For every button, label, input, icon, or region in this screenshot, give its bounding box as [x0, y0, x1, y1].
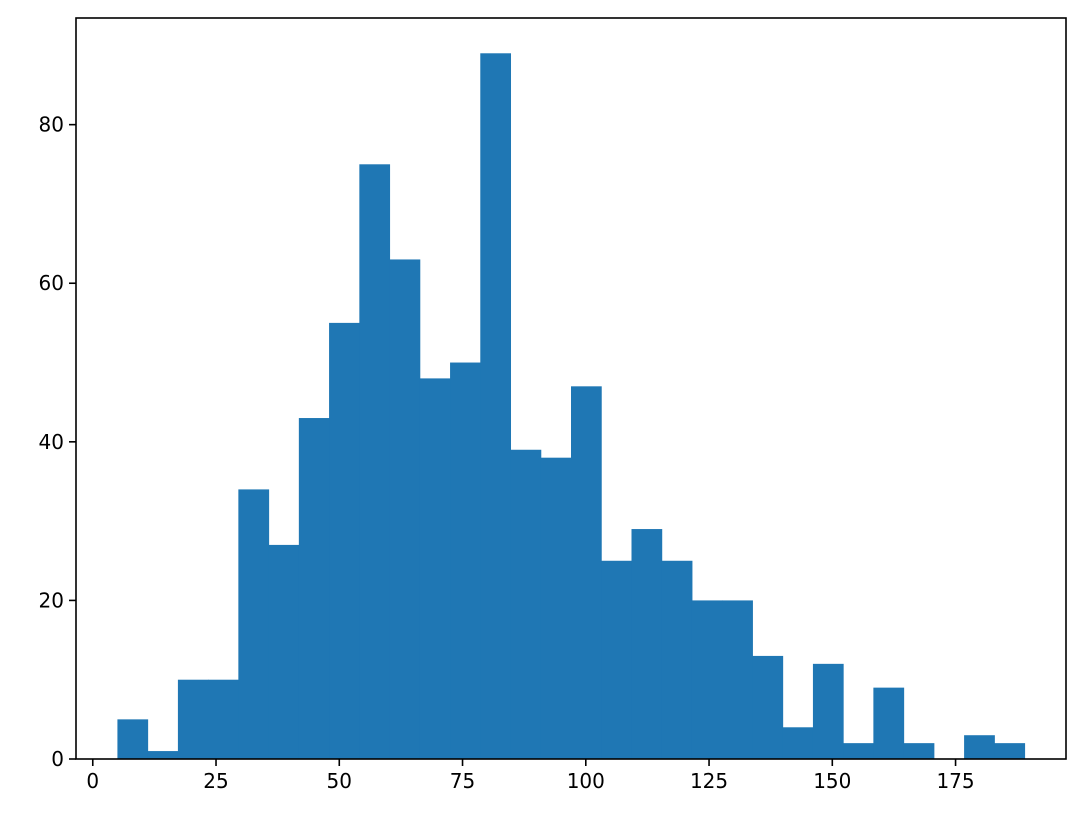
- histogram-bar: [752, 655, 784, 759]
- histogram-bar: [631, 529, 663, 759]
- histogram-bar: [540, 457, 572, 759]
- histogram-bar: [964, 735, 995, 759]
- x-tick-label: 50: [327, 769, 352, 793]
- histogram-bar: [450, 362, 481, 759]
- x-tick-label: 150: [813, 769, 851, 793]
- histogram-bar: [722, 600, 753, 759]
- histogram-bar: [691, 600, 723, 759]
- histogram-bar: [359, 164, 391, 760]
- y-tick-label: 60: [39, 271, 64, 295]
- y-axis: 0 20 40 60 80: [39, 113, 76, 771]
- histogram-bar: [238, 489, 270, 759]
- histogram-bar: [298, 418, 330, 759]
- histogram-bar: [147, 751, 179, 759]
- y-tick-label: 40: [39, 430, 64, 454]
- histogram-bar: [782, 727, 814, 759]
- histogram-bar: [601, 560, 632, 759]
- y-tick-label: 0: [51, 747, 64, 771]
- y-tick-label: 20: [39, 588, 64, 612]
- histogram-bar: [419, 378, 451, 759]
- y-tick-label: 80: [39, 113, 64, 137]
- histogram-bar: [510, 449, 542, 759]
- histogram-bar: [903, 743, 935, 759]
- histogram-bar: [389, 259, 421, 759]
- x-tick-label: 175: [936, 769, 974, 793]
- x-axis: 0 25 50 75 100 125 150 175: [86, 759, 975, 793]
- x-tick-label: 25: [203, 769, 228, 793]
- histogram-bar: [329, 322, 360, 759]
- histogram-bar: [994, 743, 1026, 759]
- bars-group: [117, 53, 1026, 760]
- histogram-bar: [571, 386, 602, 759]
- histogram-bar: [268, 544, 300, 759]
- x-tick-label: 75: [450, 769, 475, 793]
- x-tick-label: 100: [567, 769, 605, 793]
- plot-frame: [75, 17, 1067, 760]
- histogram-bar: [661, 560, 693, 759]
- histogram-bar: [117, 719, 149, 759]
- histogram-bar: [177, 679, 209, 759]
- histogram-bar: [843, 743, 874, 759]
- x-tick-label: 125: [690, 769, 728, 793]
- histogram-bar: [208, 679, 239, 759]
- histogram-bar: [480, 53, 512, 760]
- histogram-bar: [812, 663, 844, 759]
- histogram-bar: [873, 687, 905, 759]
- x-tick-label: 0: [86, 769, 99, 793]
